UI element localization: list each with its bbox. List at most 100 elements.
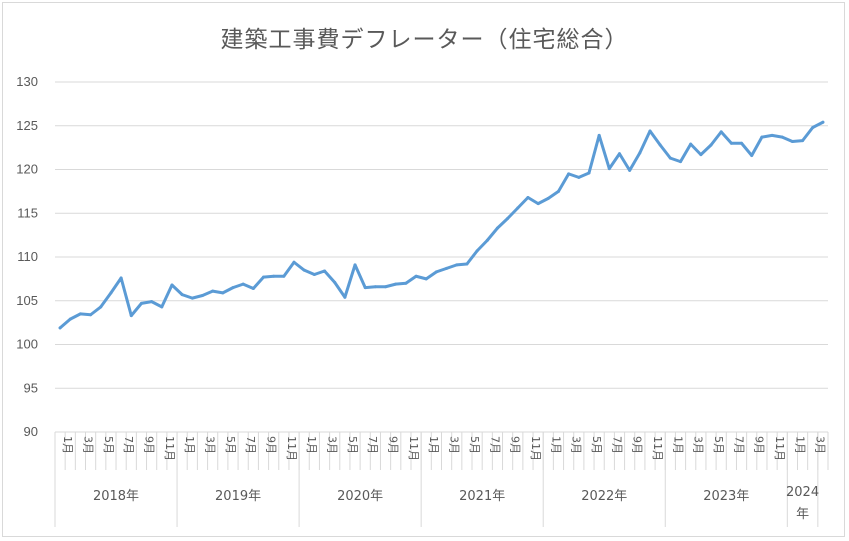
year-label: 年: [796, 507, 809, 522]
month-label: 11月: [651, 436, 664, 461]
y-tick-label: 90: [24, 424, 38, 439]
data-point: [139, 301, 143, 305]
data-point: [801, 139, 805, 143]
month-label: 1月: [305, 436, 318, 454]
data-point: [465, 262, 469, 266]
month-label: 3月: [814, 436, 827, 454]
data-point: [516, 206, 520, 210]
y-tick-label: 110: [17, 249, 38, 264]
data-point: [648, 129, 652, 133]
data-point: [200, 294, 204, 297]
data-point: [577, 175, 581, 179]
y-axis-labels: 90 95 100 105 110 115 120 125 130: [16, 74, 38, 439]
month-label: 1月: [793, 436, 806, 454]
year-label: 2024: [786, 485, 819, 500]
month-label: 11月: [285, 436, 298, 461]
series-layer: [58, 120, 825, 330]
month-label: 3月: [203, 436, 216, 454]
data-point: [689, 142, 693, 146]
data-point: [679, 160, 683, 164]
year-label: 2020年: [337, 489, 383, 504]
month-label: 7月: [732, 436, 745, 454]
month-label: 7月: [488, 436, 501, 454]
month-label: 7月: [610, 436, 623, 454]
month-label: 1月: [183, 436, 196, 454]
data-point: [719, 130, 723, 134]
month-label: 1月: [549, 436, 562, 454]
data-point: [526, 196, 530, 199]
data-point: [414, 274, 418, 278]
month-label: 9月: [142, 436, 155, 454]
data-point: [536, 202, 540, 206]
month-label: 7月: [366, 436, 379, 454]
data-point: [729, 141, 733, 145]
data-point: [485, 238, 489, 242]
month-label: 5月: [346, 436, 359, 454]
data-point: [455, 263, 459, 267]
data-point: [668, 156, 672, 160]
data-point: [190, 296, 194, 300]
year-label: 2022年: [581, 489, 627, 504]
y-tick-label: 130: [16, 74, 38, 89]
data-point: [790, 140, 794, 143]
data-point: [597, 133, 601, 137]
month-label: 11月: [773, 436, 786, 461]
data-point: [221, 291, 225, 295]
data-point: [811, 126, 815, 129]
data-point: [384, 285, 388, 289]
data-point: [821, 120, 825, 124]
data-point: [251, 287, 255, 290]
data-point: [506, 217, 510, 220]
data-point: [160, 305, 164, 309]
data-point: [434, 270, 438, 274]
data-point: [740, 141, 744, 145]
month-label: 3月: [326, 436, 339, 454]
data-point: [119, 276, 123, 280]
y-tick-label: 115: [17, 205, 38, 220]
data-point: [363, 286, 367, 290]
y-tick-label: 120: [16, 162, 38, 177]
data-point: [333, 280, 337, 284]
data-point: [170, 283, 174, 287]
data-point: [780, 135, 784, 139]
data-point: [607, 167, 611, 171]
data-point: [445, 266, 449, 270]
x-axis: 1月 3月 5月 7月 9月 11月 1月 3月 5月 7月 9月 11月 1月 3月 5月 7月 9月 11月 1…: [54, 432, 829, 527]
gridlines: [55, 81, 828, 433]
month-label: 1月: [427, 436, 440, 454]
data-point: [587, 171, 591, 175]
data-point: [424, 277, 428, 281]
data-point: [129, 314, 133, 318]
month-label: 5月: [468, 436, 481, 454]
data-point: [292, 260, 296, 264]
data-point: [180, 293, 184, 297]
data-point: [231, 286, 235, 290]
month-label: 11月: [529, 436, 542, 461]
year-label: 2021年: [459, 489, 505, 504]
data-point: [760, 135, 764, 139]
month-label: 5月: [102, 436, 115, 454]
data-point: [241, 282, 245, 286]
month-label: 3月: [570, 436, 583, 454]
data-point: [658, 143, 662, 147]
year-label: 2018年: [93, 489, 139, 504]
month-label: 3月: [81, 436, 94, 454]
data-point: [211, 289, 215, 293]
month-label: 3月: [448, 436, 461, 454]
month-label: 9月: [631, 436, 644, 454]
data-point: [404, 281, 408, 285]
data-point: [343, 295, 347, 299]
data-point: [150, 300, 154, 304]
data-point: [394, 282, 398, 286]
data-point: [78, 312, 82, 316]
month-label: 9月: [265, 436, 278, 454]
data-point: [262, 275, 266, 279]
data-point: [282, 274, 286, 278]
data-point: [628, 168, 632, 172]
data-point: [475, 249, 479, 253]
month-label: 7月: [122, 436, 135, 454]
month-label: 11月: [407, 436, 420, 461]
series-line: [58, 120, 825, 330]
